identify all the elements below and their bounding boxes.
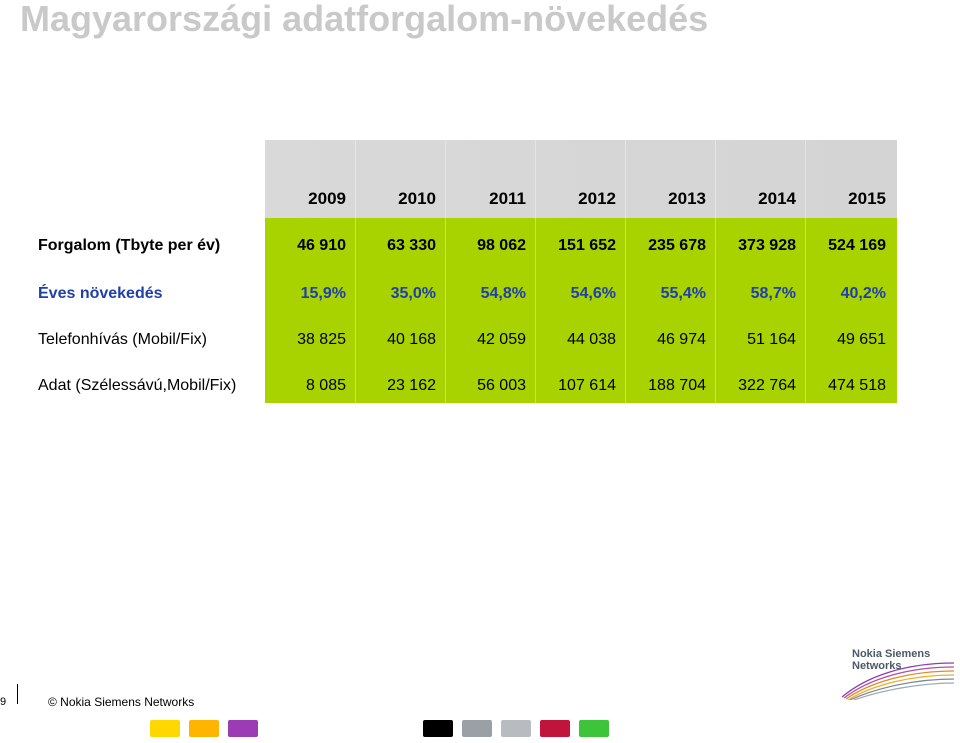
row-label-voice: Telefonhívás (Mobil/Fix): [38, 331, 207, 348]
table-header-background: [265, 140, 897, 218]
table-cell: 56 003: [477, 377, 526, 394]
table-cell: 58,7%: [750, 285, 796, 302]
year-header: 2011: [489, 189, 526, 208]
year-header: 2010: [398, 189, 436, 208]
table-cell: 8 085: [305, 377, 346, 394]
table-cell: 373 928: [738, 237, 796, 254]
row-label-traffic: Forgalom (Tbyte per év): [38, 237, 221, 254]
color-swatch-yellow: [150, 720, 180, 737]
year-header: 2009: [308, 189, 346, 208]
table-cell: 98 062: [477, 237, 526, 254]
year-header: 2014: [758, 189, 796, 208]
footer-divider: [17, 684, 218, 704]
color-swatch-black: [423, 720, 453, 737]
table-cell: 49 651: [837, 331, 886, 348]
table-cell: 235 678: [648, 237, 706, 254]
table-cell: 151 652: [558, 237, 616, 254]
year-header: 2012: [578, 189, 616, 208]
table-cell: 51 164: [747, 331, 796, 348]
year-header: 2013: [668, 189, 706, 208]
table-cell: 44 038: [567, 331, 616, 348]
table-cell: 46 910: [297, 237, 346, 254]
column-divider: [625, 140, 626, 403]
column-divider: [535, 140, 536, 403]
page-number: 9: [0, 696, 7, 708]
column-divider: [805, 140, 806, 403]
footer-copyright: © Nokia Siemens Networks: [48, 695, 195, 709]
color-swatch-orange: [189, 720, 219, 737]
table-cell: 40 168: [387, 331, 436, 348]
table-cell: 55,4%: [660, 285, 706, 302]
logo-line-2: Networks: [852, 660, 902, 672]
table-cell: 46 974: [657, 331, 706, 348]
row-label-growth: Éves növekedés: [38, 285, 163, 302]
company-logo: Nokia Siemens Networks: [841, 648, 955, 700]
table-cell: 54,6%: [570, 285, 616, 302]
logo-line-1: Nokia Siemens: [852, 648, 930, 660]
table-cell: 40,2%: [840, 285, 886, 302]
color-swatch-red: [540, 720, 570, 737]
table-cell: 63 330: [387, 237, 436, 254]
color-swatch-light-grey: [501, 720, 531, 737]
table-cell: 23 162: [387, 377, 436, 394]
row-label-data: Adat (Szélessávú,Mobil/Fix): [38, 377, 237, 394]
column-divider: [355, 140, 356, 403]
column-divider: [715, 140, 716, 403]
color-swatch-purple: [228, 720, 258, 737]
table-cell: 322 764: [738, 377, 796, 394]
table-cell: 54,8%: [480, 285, 526, 302]
color-swatch-green: [579, 720, 609, 737]
table-body-background: [265, 218, 897, 403]
year-header: 2015: [848, 189, 886, 208]
logo-wave-icon: [841, 662, 955, 700]
table-cell: 524 169: [828, 237, 886, 254]
table-cell: 107 614: [558, 377, 616, 394]
table-cell: 38 825: [297, 331, 346, 348]
color-swatch-grey: [462, 720, 492, 737]
column-divider: [445, 140, 446, 403]
table-cell: 474 518: [828, 377, 886, 394]
table-cell: 42 059: [477, 331, 526, 348]
table-cell: 35,0%: [390, 285, 436, 302]
table-cell: 188 704: [648, 377, 706, 394]
table-cell: 15,9%: [300, 285, 346, 302]
page-title: Magyarországi adatforgalom-növekedés: [20, 0, 709, 39]
